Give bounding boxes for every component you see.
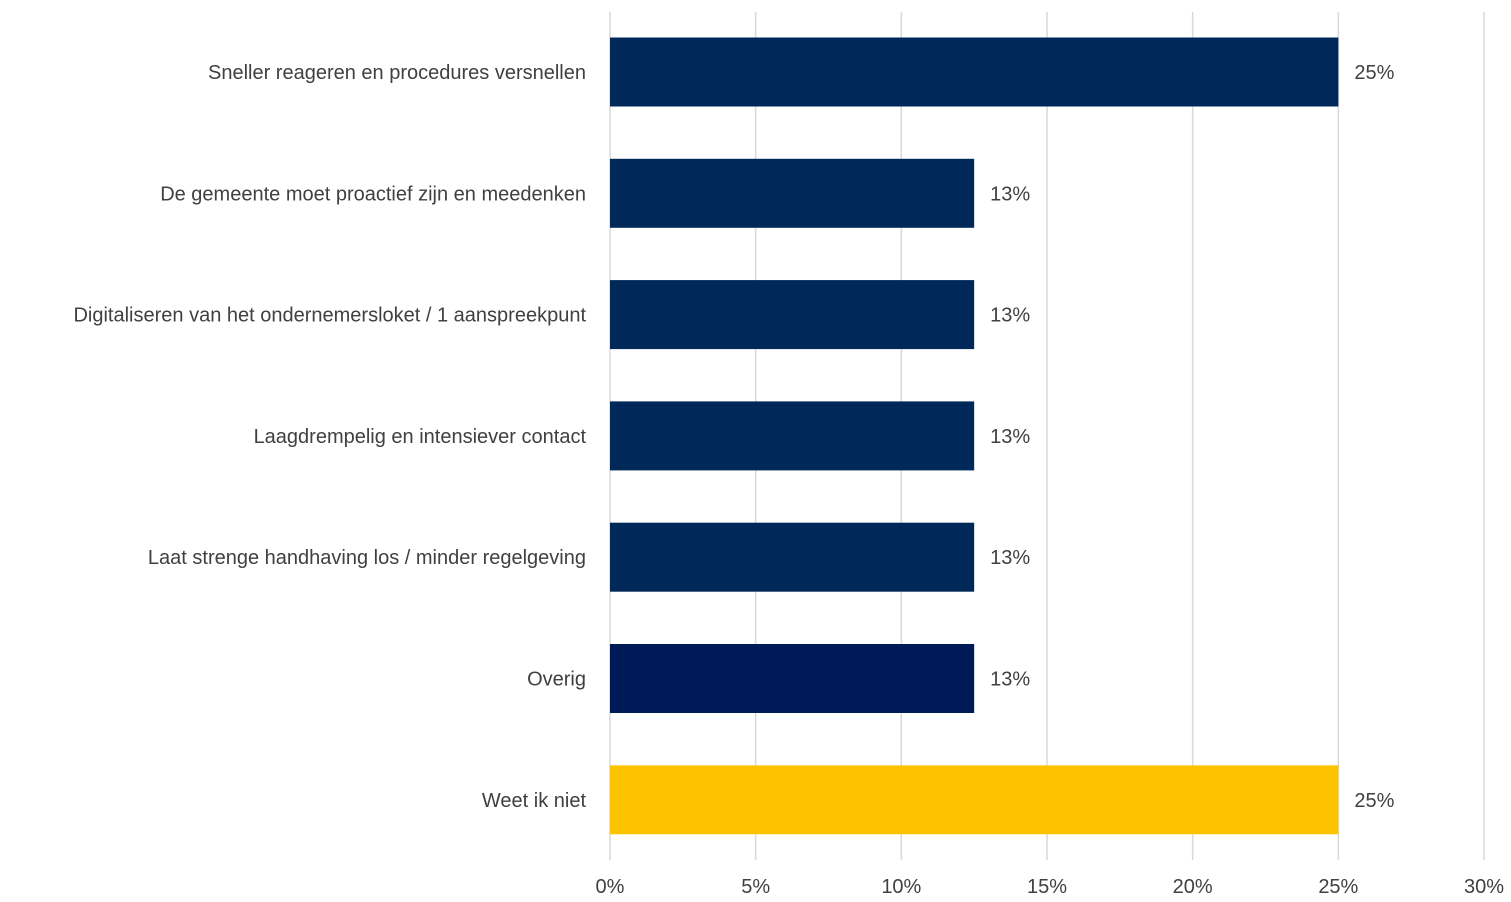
category-label: Weet ik niet	[482, 790, 587, 812]
x-tick-label: 5%	[741, 876, 770, 898]
x-axis-ticks: 0% 5% 10% 15% 20% 25% 30%	[596, 876, 1505, 898]
x-tick-label: 0%	[596, 876, 625, 898]
category-label: Laat strenge handhaving los / minder reg…	[148, 547, 586, 569]
category-labels: Sneller reageren en procedures versnelle…	[73, 62, 586, 812]
data-label: 25%	[1354, 790, 1394, 812]
category-label: Digitaliseren van het ondernemersloket /…	[73, 305, 586, 327]
category-label: Laagdrempelig en intensiever contact	[254, 426, 587, 448]
data-label: 13%	[990, 669, 1030, 691]
x-tick-label: 25%	[1318, 876, 1358, 898]
data-label: 13%	[990, 426, 1030, 448]
category-label: Sneller reageren en procedures versnelle…	[208, 62, 586, 84]
category-label: Overig	[527, 669, 586, 691]
bar	[610, 280, 975, 350]
x-tick-label: 10%	[881, 876, 921, 898]
bar	[610, 644, 975, 713]
bar	[610, 765, 1339, 835]
data-label: 25%	[1354, 62, 1394, 84]
data-label: 13%	[990, 305, 1030, 327]
bar	[610, 158, 975, 228]
data-label: 13%	[990, 547, 1030, 569]
x-tick-label: 20%	[1173, 876, 1213, 898]
data-labels: 25% 13% 13% 13% 13% 13% 25%	[990, 62, 1394, 812]
bar	[610, 401, 975, 471]
bar	[610, 37, 1339, 107]
x-tick-label: 15%	[1027, 876, 1067, 898]
bar	[610, 522, 975, 592]
x-tick-label: 30%	[1464, 876, 1504, 898]
bars	[610, 37, 1339, 835]
category-label: De gemeente moet proactief zijn en meede…	[160, 183, 586, 205]
data-label: 13%	[990, 183, 1030, 205]
